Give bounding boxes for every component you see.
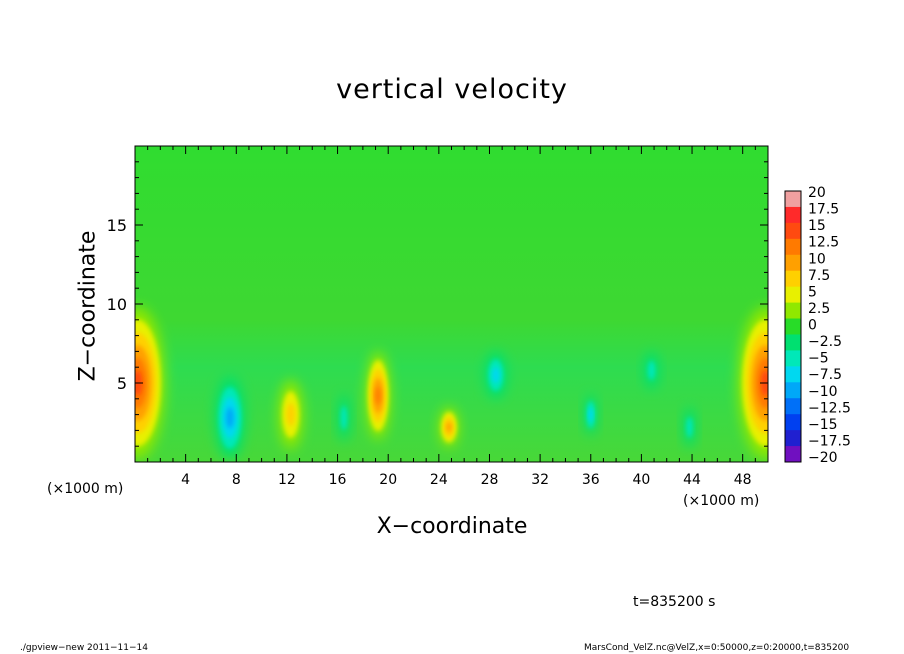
y-tick-label: 15 bbox=[107, 216, 127, 235]
colorbar-label: −12.5 bbox=[808, 400, 851, 416]
heatmap-contour bbox=[375, 386, 381, 405]
colorbar-label: 12.5 bbox=[808, 235, 839, 251]
heatmap-contour bbox=[686, 416, 693, 438]
colorbar-frame bbox=[784, 190, 802, 463]
x-tick-label: 28 bbox=[481, 472, 499, 488]
colorbar-label: 17.5 bbox=[808, 202, 839, 218]
colorbar-label: 2.5 bbox=[808, 301, 830, 317]
heatmap-contour bbox=[647, 360, 656, 380]
colorbar-label: −5 bbox=[808, 351, 829, 367]
colorbar-label: 7.5 bbox=[808, 268, 830, 284]
heatmap-feature bbox=[584, 394, 598, 436]
y-tick-label: 10 bbox=[107, 295, 127, 314]
heatmap-contour bbox=[492, 367, 500, 383]
colorbar-label: −20 bbox=[808, 450, 838, 466]
x-unit-label-left: (×1000 m) bbox=[47, 481, 124, 497]
colorbar-swatch bbox=[785, 334, 801, 351]
colorbar-swatch bbox=[785, 302, 801, 320]
colorbar-swatch bbox=[785, 286, 801, 304]
heatmap-feature bbox=[278, 379, 304, 450]
colorbar-swatch bbox=[785, 318, 801, 335]
heatmap-feature bbox=[683, 406, 696, 448]
x-tick-label: 16 bbox=[329, 472, 347, 488]
y-tick-label: 5 bbox=[117, 374, 127, 393]
x-tick-label: 44 bbox=[683, 472, 701, 488]
colorbar-label: 0 bbox=[808, 318, 817, 334]
colorbar-swatch bbox=[785, 191, 801, 208]
colorbar-swatch bbox=[785, 270, 801, 288]
x-tick-label: 8 bbox=[232, 472, 241, 488]
x-tick-label: 48 bbox=[734, 472, 752, 488]
x-tick-label: 4 bbox=[181, 472, 190, 488]
x-axis: 4 8 12 16 20 24 28 32 36 40 44 48 bbox=[147, 146, 756, 488]
x-tick-label: 36 bbox=[582, 472, 600, 488]
x-tick-label: 40 bbox=[632, 472, 650, 488]
heatmap-feature bbox=[438, 406, 460, 448]
colorbar-swatch bbox=[785, 222, 801, 240]
colorbar: 2017.51512.5107.552.50−2.5−5−7.5−10−12.5… bbox=[784, 185, 851, 466]
colorbar-swatch bbox=[785, 206, 801, 224]
colorbar-label: 5 bbox=[808, 284, 817, 300]
colorbar-swatch bbox=[785, 350, 801, 367]
colorbar-label: −15 bbox=[808, 417, 838, 433]
footer-right: MarsCond_VelZ.nc@VelZ,x=0:50000,z=0:2000… bbox=[584, 643, 850, 653]
heatmap-feature bbox=[365, 351, 391, 440]
heatmap-contour bbox=[446, 422, 452, 433]
colorbar-swatch bbox=[785, 398, 801, 415]
x-tick-label: 24 bbox=[430, 472, 448, 488]
chart-title: vertical velocity bbox=[336, 74, 568, 105]
colorbar-label: −17.5 bbox=[808, 433, 851, 449]
x-tick-label: 20 bbox=[379, 472, 397, 488]
colorbar-swatch bbox=[785, 382, 801, 399]
colorbar-swatch bbox=[785, 430, 801, 447]
colorbar-label: −7.5 bbox=[808, 367, 842, 383]
heatmap-contour bbox=[226, 407, 234, 429]
x-unit-label-right: (×1000 m) bbox=[683, 493, 760, 509]
heatmap-feature bbox=[484, 351, 508, 399]
colorbar-swatch bbox=[785, 238, 801, 256]
colorbar-swatch bbox=[785, 446, 801, 463]
heatmap-feature bbox=[135, 307, 166, 459]
colorbar-label: −2.5 bbox=[808, 334, 842, 350]
footer-left: ./gpview−new 2011−11−14 bbox=[20, 643, 148, 653]
heatmap-contour bbox=[286, 403, 295, 427]
colorbar-swatch bbox=[785, 414, 801, 431]
time-label: t=835200 s bbox=[633, 594, 716, 610]
heatmap-feature bbox=[337, 394, 351, 442]
y-axis-label: Z−coordinate bbox=[75, 230, 101, 382]
colorbar-label: 20 bbox=[808, 185, 826, 201]
colorbar-label: −10 bbox=[808, 384, 838, 400]
colorbar-swatch bbox=[785, 254, 801, 272]
colorbar-label: 10 bbox=[808, 251, 826, 267]
heatmap-feature bbox=[214, 376, 246, 459]
heatmap-feature bbox=[643, 351, 660, 390]
x-axis-label: X−coordinate bbox=[376, 514, 528, 539]
x-tick-label: 12 bbox=[278, 472, 296, 488]
y-axis: 5 10 15 bbox=[107, 161, 768, 447]
colorbar-swatch bbox=[785, 366, 801, 383]
x-tick-label: 32 bbox=[531, 472, 549, 488]
colorbar-label: 15 bbox=[808, 218, 826, 234]
heatmap-contour bbox=[588, 407, 593, 422]
heatmap-contour bbox=[340, 405, 348, 430]
